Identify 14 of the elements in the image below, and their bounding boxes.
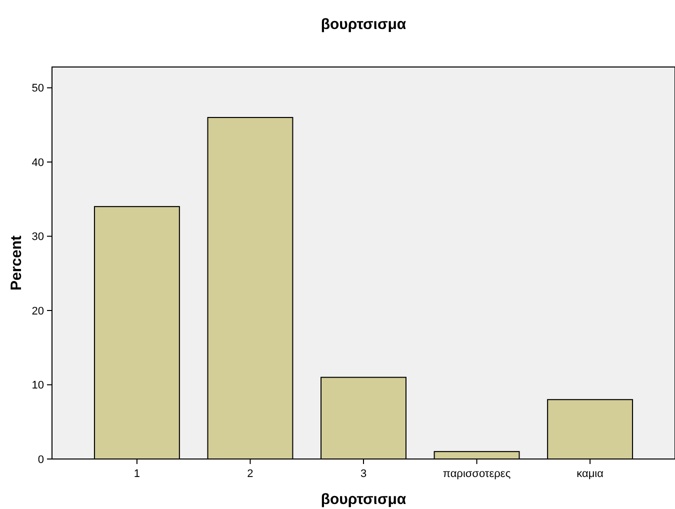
y-tick-label: 40 xyxy=(32,156,44,169)
y-tick-label: 30 xyxy=(32,231,44,244)
y-tick-label: 10 xyxy=(32,380,44,392)
x-tick-label: 3 xyxy=(360,468,367,480)
chart-title: βουρτσισμα xyxy=(320,16,407,33)
y-tick-label: 50 xyxy=(32,82,44,95)
x-tick-label: 1 xyxy=(134,468,140,480)
y-tick-label: 20 xyxy=(32,305,44,318)
y-axis-title: Percent xyxy=(8,235,25,291)
x-tick-label: καμια xyxy=(576,468,604,480)
x-tick-label: 2 xyxy=(247,468,254,480)
y-tick-label: 0 xyxy=(38,454,44,466)
x-tick-label: παρισσοτερες xyxy=(442,468,511,480)
x-axis-title: βουρτσισμα xyxy=(320,491,407,508)
